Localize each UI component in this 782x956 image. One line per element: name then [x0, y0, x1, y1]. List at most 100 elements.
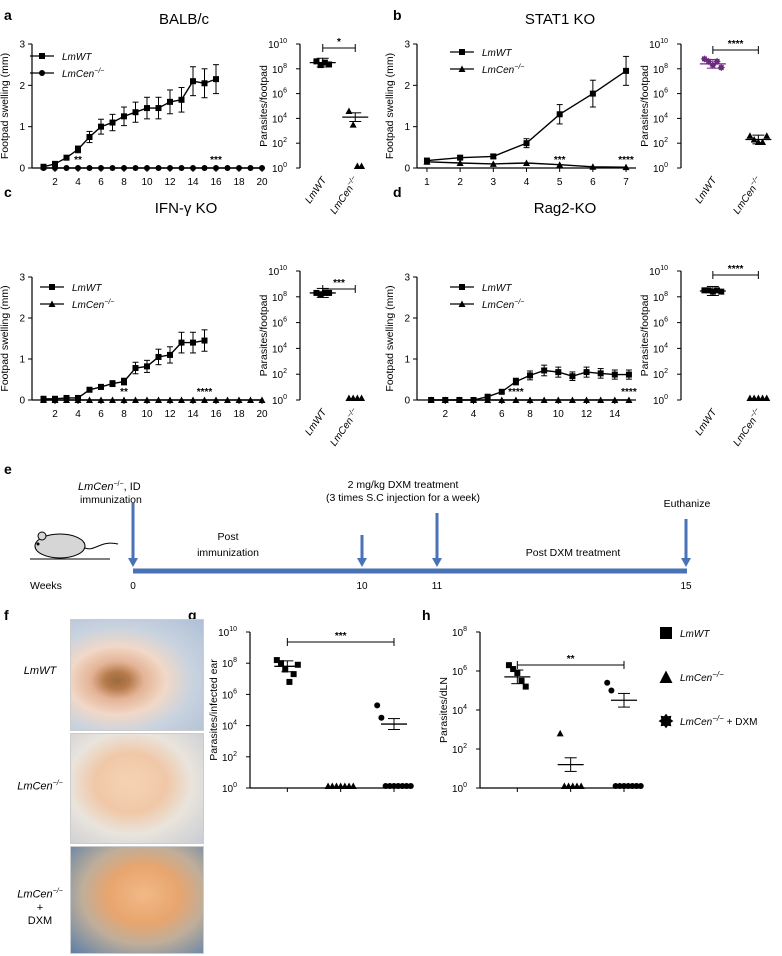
c-xtick-label: 8 — [121, 409, 127, 420]
h-ytick-label: 108 — [452, 626, 467, 639]
b-scatter-xtick-label: LmCen−/− — [731, 175, 765, 217]
c-ylabel: Footpad swelling (mm) — [0, 285, 11, 391]
gh-legend-sup: −/− — [712, 670, 724, 679]
a-scatter-ytick-exp: 0 — [283, 162, 287, 169]
d-point-square — [597, 370, 604, 377]
d-point-square — [527, 372, 534, 379]
a-point-circle — [178, 165, 185, 171]
d-point-triangle — [427, 396, 435, 403]
b-ytick-label: 1 — [404, 122, 410, 133]
c-title: IFN-γ KO — [155, 200, 218, 217]
d-point-triangle — [568, 396, 576, 403]
immunization-label-sup: −/− — [113, 481, 123, 488]
h-ytick-label: 102 — [452, 743, 467, 756]
a-point-circle — [236, 165, 242, 171]
h-ytick-exp: 4 — [463, 704, 467, 711]
b-scatter-ytick-label: 100 — [653, 162, 668, 175]
d-point-triangle — [583, 396, 591, 403]
g-ytick-label: 1010 — [218, 626, 237, 639]
d-point-triangle — [554, 396, 562, 403]
a-scatter-point-0 — [317, 62, 324, 69]
a-xtick-label: 18 — [233, 177, 245, 188]
d-xtick-label: 6 — [499, 409, 505, 420]
mouse-tail-icon — [84, 542, 119, 550]
a-point-circle — [247, 165, 254, 171]
g-significance: *** — [335, 631, 347, 642]
h-point-0 — [522, 683, 529, 690]
c-xtick-label: 14 — [187, 409, 199, 420]
post-immunization-label-2: immunization — [197, 547, 259, 559]
d-point-square — [555, 369, 562, 376]
a-scatter-ytick-exp: 2 — [283, 137, 287, 144]
d-scatter-point-1 — [763, 394, 771, 401]
h-significance: ** — [567, 654, 575, 665]
b-scatter-ytick-exp: 0 — [664, 162, 668, 169]
c-xtick-label: 2 — [52, 409, 58, 420]
a-xtick-label: 4 — [75, 177, 81, 188]
a-significance: ** — [74, 155, 82, 166]
c-xtick-label: 18 — [233, 409, 245, 420]
a-scatter-ytick-label: 100 — [272, 162, 287, 175]
g-ytick-label: 100 — [222, 782, 237, 795]
panel-label-g: g — [188, 607, 197, 623]
h-point-0 — [505, 662, 512, 669]
c-significance: ** — [120, 387, 128, 398]
a-xtick-label: 6 — [98, 177, 104, 188]
panel-label-a: a — [4, 7, 12, 23]
a-point-circle — [40, 165, 47, 171]
a-scatter-point-0 — [313, 58, 320, 65]
c-point-square — [190, 339, 196, 346]
c-scatter-ytick-label: 104 — [272, 342, 287, 355]
a-ytick-label: 2 — [19, 81, 25, 92]
d-scatter-significance: **** — [728, 264, 744, 275]
b-scatter-point-0 — [717, 63, 725, 72]
c-xtick-label: 4 — [75, 409, 81, 420]
a-scatter-ytick-exp: 10 — [279, 38, 287, 45]
a-point-circle — [132, 165, 139, 171]
c-point-square — [132, 365, 139, 372]
immunization-label-lm: LmCen — [78, 481, 113, 493]
a-point-square — [121, 113, 127, 120]
c-scatter-ytick-exp: 4 — [283, 342, 287, 349]
c-point-triangle — [120, 396, 128, 403]
d-point-triangle — [526, 396, 534, 403]
gh-legend-label: LmCen−/− — [680, 670, 724, 684]
b-scatter-xtick-label: LmWT — [693, 175, 719, 206]
b-xtick-label: 5 — [557, 177, 563, 188]
c-scatter-xtick-label: LmCen−/− — [328, 407, 362, 449]
timeline-tick-label: 11 — [432, 581, 443, 592]
d-legend-label: LmWT — [482, 283, 512, 294]
c-point-triangle — [74, 396, 82, 403]
c-point-triangle — [258, 396, 266, 403]
b-legend-marker — [459, 49, 465, 55]
c-xtick-label: 12 — [164, 409, 176, 420]
immunization-label-rest: , ID — [124, 481, 141, 493]
d-scatter-ytick-exp: 8 — [664, 291, 668, 298]
d-legend-marker — [459, 284, 465, 290]
a-point-square — [86, 134, 93, 140]
b-scatter-ytick-exp: 4 — [664, 112, 668, 119]
c-point-triangle — [235, 396, 243, 403]
c-point-square — [178, 339, 185, 346]
g-ytick-label: 106 — [222, 688, 237, 701]
a-xtick-label: 14 — [187, 177, 199, 188]
g-point-0 — [294, 661, 301, 668]
a-point-circle — [144, 165, 150, 171]
d-scatter-ytick-label: 108 — [653, 291, 668, 304]
c-xtick-label: 10 — [141, 409, 153, 420]
c-point-triangle — [224, 396, 231, 403]
euthanize-label: Euthanize — [664, 498, 711, 510]
post-dxm-label: Post DXM treatment — [526, 547, 621, 559]
a-scatter-ytick-label: 108 — [272, 63, 287, 76]
h-ytick-exp: 8 — [463, 626, 467, 633]
a-legend-marker — [39, 53, 45, 59]
gh-legend-marker — [660, 627, 672, 639]
c-scatter-ytick-label: 102 — [272, 368, 287, 381]
a-scatter-xtick-sup: −/− — [346, 175, 358, 187]
d-scatter-xtick-sup: −/− — [749, 407, 761, 419]
c-ytick-label: 0 — [19, 396, 25, 407]
d-significance: **** — [621, 387, 637, 398]
a-scatter-xtick-label: LmWT — [303, 175, 329, 206]
g-ytick-label: 104 — [222, 720, 237, 733]
d-scatter-ytick-label: 1010 — [649, 265, 668, 278]
